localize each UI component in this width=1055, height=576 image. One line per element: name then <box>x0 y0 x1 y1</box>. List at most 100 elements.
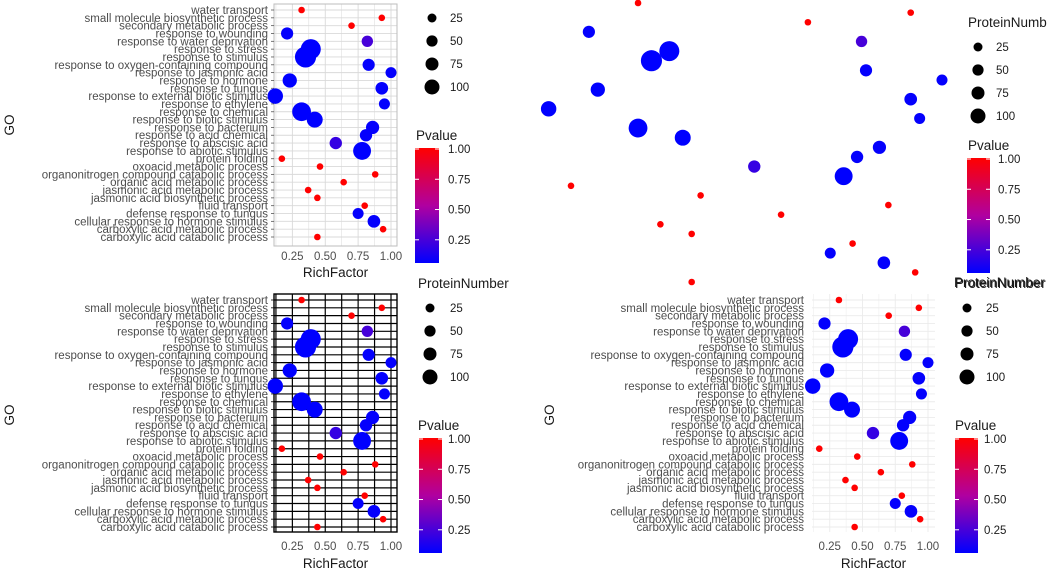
size-legend: ProteinNumber 25 50 75 100 <box>955 276 1046 385</box>
y-tick-label: small molecule biosynthetic process <box>85 303 269 315</box>
y-tick-label: defense response to fungus <box>662 499 804 511</box>
size-legend-label: 75 <box>996 88 1009 100</box>
y-tick-label: organonitrogen compound catabolic proces… <box>42 459 269 471</box>
data-point <box>306 111 323 128</box>
data-point <box>634 0 642 7</box>
data-point <box>352 208 364 220</box>
size-legend-key <box>424 325 436 337</box>
data-point <box>849 240 856 247</box>
data-point <box>294 336 317 358</box>
data-point <box>359 419 373 432</box>
y-tick-label: carboxylic acid metabolic process <box>97 224 269 236</box>
color-legend-label: 0.75 <box>448 464 470 476</box>
size-legend-label: 100 <box>996 111 1015 123</box>
data-point <box>352 498 364 510</box>
y-tick-label: response to stimulus <box>163 52 269 64</box>
plot-grid <box>273 3 398 247</box>
data-point <box>378 14 386 22</box>
y-tick-label: carboxylic acid metabolic process <box>97 514 269 526</box>
x-tick-label: 0.50 <box>851 541 873 553</box>
y-tick-label: response to jasmonic acid <box>135 358 268 370</box>
size-legend-label: 75 <box>450 349 463 361</box>
color-legend-label: 0.50 <box>448 205 470 217</box>
y-tick-label: response to abscisic acid <box>140 138 268 150</box>
y-tick-label: protein folding <box>196 444 268 456</box>
data-point <box>748 160 761 173</box>
data-point <box>885 201 892 209</box>
y-tick-label: organic acid metabolic process <box>110 177 268 189</box>
color-legend-label: 0.50 <box>984 495 1006 507</box>
data-point <box>590 82 605 97</box>
data-point <box>340 178 347 186</box>
y-tick-label: response to stimulus <box>163 342 269 354</box>
size-legend: 25 50 75 100 <box>424 13 469 95</box>
data-point <box>674 129 691 146</box>
y-tick-label: response to oxygen-containing compound <box>590 350 804 362</box>
color-legend-label: 0.25 <box>998 245 1020 257</box>
data-point <box>842 476 849 484</box>
data-point <box>281 317 294 330</box>
data-point <box>267 378 283 394</box>
x-axis-title: RichFactor <box>841 556 907 571</box>
y-tick-label: response to oxygen-containing compound <box>54 350 268 362</box>
y-tick-label: carboxylic acid catabolic process <box>637 522 805 534</box>
data-point <box>378 304 386 312</box>
data-point <box>898 492 906 499</box>
size-legend: ProteinNumber 25 50 75 100 <box>418 276 509 385</box>
y-tick-label: response to fungus <box>170 83 268 95</box>
y-tick-label: protein folding <box>196 154 268 166</box>
data-point <box>282 363 297 378</box>
y-tick-label: cellular response to hormone stimulus <box>74 506 268 518</box>
y-tick-label: organic acid metabolic process <box>646 467 804 479</box>
size-legend-key <box>959 369 975 385</box>
y-tick-label: response to bacterium <box>154 412 268 424</box>
color-legend-bar <box>967 158 990 273</box>
data-point <box>567 182 575 190</box>
y-tick-label: water transport <box>726 295 805 307</box>
data-point <box>267 88 283 104</box>
y-tick-label: response to ethylene <box>697 389 804 401</box>
data-point <box>859 64 873 77</box>
y-tick-label: carboxylic acid catabolic process <box>101 522 269 534</box>
data-point <box>304 186 312 194</box>
data-point <box>348 22 355 29</box>
data-points <box>267 6 397 241</box>
y-tick-label: small molecule biosynthetic process <box>621 303 805 315</box>
x-axis: 0.25 0.50 0.75 1.00 RichFactor <box>281 541 402 571</box>
x-tick-label: 0.25 <box>281 251 303 263</box>
data-point <box>371 171 379 178</box>
data-point <box>899 348 912 361</box>
y-tick-label: cellular response to hormone stimulus <box>74 216 268 228</box>
color-legend-title: Pvalue <box>955 418 996 433</box>
data-point <box>304 476 312 484</box>
y-tick-label: response to abscisic acid <box>140 428 268 440</box>
y-tick-label: secondary metabolic process <box>119 311 268 323</box>
data-point <box>851 484 858 492</box>
y-tick-label: response to external biotic stimulus <box>624 381 804 393</box>
size-legend-key <box>425 57 439 71</box>
y-tick-label: defense response to fungus <box>126 499 268 511</box>
data-point <box>362 348 375 361</box>
color-legend-bar <box>415 148 439 263</box>
data-point <box>378 388 390 400</box>
size-legend-label: 75 <box>450 59 463 71</box>
y-tick-label: jasmonic acid biosynthetic process <box>90 193 268 205</box>
size-legend-key <box>973 42 983 52</box>
data-point <box>375 371 389 385</box>
data-point <box>818 317 831 330</box>
data-point <box>877 468 885 476</box>
color-legend-label: 1.00 <box>984 434 1006 446</box>
data-point <box>688 278 695 286</box>
color-legend-bar <box>955 438 978 553</box>
data-point <box>582 25 595 38</box>
y-tick-label: response to stimulus <box>699 342 805 354</box>
data-point <box>282 73 297 88</box>
color-legend-label: 0.75 <box>448 174 470 186</box>
x-tick-label: 1.00 <box>380 541 402 553</box>
size-legend-key <box>972 64 984 76</box>
